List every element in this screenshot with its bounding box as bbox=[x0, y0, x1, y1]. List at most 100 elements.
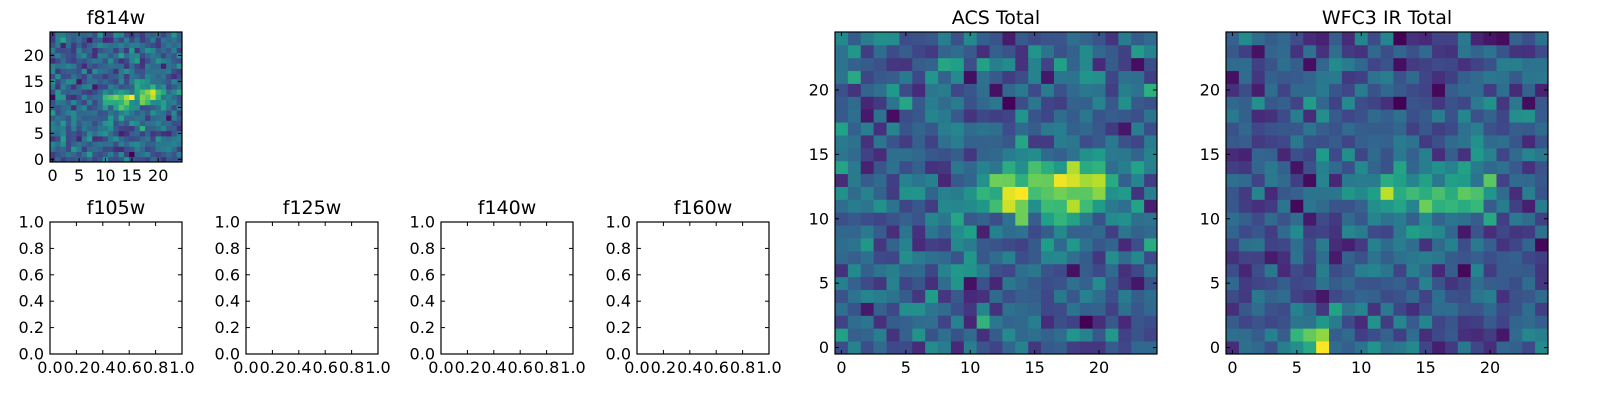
heatmap-cell bbox=[1496, 44, 1510, 59]
heatmap-cell bbox=[1329, 238, 1343, 252]
heatmap-cell bbox=[50, 58, 56, 64]
heatmap-cell bbox=[1238, 225, 1253, 239]
heatmap-cell bbox=[1367, 44, 1381, 59]
heatmap-cell bbox=[102, 58, 109, 64]
heatmap-cell bbox=[1380, 199, 1394, 213]
heatmap-cell bbox=[1251, 160, 1266, 175]
heatmap-cell bbox=[989, 341, 1003, 355]
heatmap-cell bbox=[1015, 199, 1029, 213]
heatmap-cell bbox=[860, 160, 875, 175]
heatmap-cell bbox=[171, 115, 178, 121]
heatmap-cell bbox=[1251, 135, 1266, 149]
heatmap-cell bbox=[1457, 135, 1472, 149]
heatmap-cell bbox=[92, 37, 98, 43]
heatmap-cell bbox=[847, 238, 862, 252]
heatmap-cell bbox=[1277, 250, 1291, 265]
heatmap-cell bbox=[912, 83, 926, 97]
heatmap-cell bbox=[1432, 122, 1446, 136]
heatmap-cell bbox=[1079, 238, 1093, 252]
heatmap-cell bbox=[1105, 147, 1119, 162]
heatmap-cell bbox=[113, 58, 120, 64]
heatmap-cell bbox=[1406, 341, 1420, 355]
heatmap-cell bbox=[1277, 173, 1291, 187]
y-tick-label: 0.2 bbox=[606, 318, 631, 337]
heatmap-cell bbox=[1264, 135, 1278, 149]
heatmap-cell bbox=[71, 37, 77, 43]
heatmap-cell bbox=[86, 110, 93, 116]
heatmap-cell bbox=[1406, 147, 1420, 162]
heatmap-cell bbox=[113, 63, 120, 69]
heatmap-cell bbox=[55, 58, 61, 64]
heatmap-cell bbox=[950, 225, 965, 239]
heatmap-cell bbox=[176, 146, 183, 152]
heatmap-cell bbox=[139, 52, 146, 59]
x-tick-label: 0.6 bbox=[507, 358, 532, 377]
heatmap-cell bbox=[71, 94, 77, 100]
heatmap-cell bbox=[1509, 96, 1523, 110]
heatmap-cell bbox=[976, 263, 990, 278]
heatmap-cell bbox=[1118, 328, 1132, 342]
heatmap-cell bbox=[976, 83, 990, 97]
heatmap-cell bbox=[873, 44, 887, 59]
heatmap-cell bbox=[171, 136, 178, 142]
y-tick-label: 5 bbox=[34, 124, 44, 143]
heatmap-cell bbox=[1303, 173, 1317, 187]
heatmap-cell bbox=[1341, 250, 1356, 265]
heatmap-cell bbox=[1522, 263, 1536, 278]
heatmap-cell bbox=[1251, 199, 1266, 213]
heatmap-cell bbox=[1226, 96, 1240, 110]
heatmap-cell bbox=[860, 57, 875, 72]
heatmap-cell bbox=[1470, 276, 1484, 290]
heatmap-cell bbox=[1329, 44, 1343, 59]
heatmap-cell bbox=[108, 110, 114, 116]
heatmap-cell bbox=[1264, 186, 1278, 200]
heatmap-cell bbox=[65, 78, 72, 85]
heatmap-cell bbox=[1303, 238, 1317, 252]
heatmap-cell bbox=[1303, 302, 1317, 316]
heatmap-cell bbox=[1380, 96, 1394, 110]
heatmap-cell bbox=[1457, 70, 1472, 84]
heatmap-cell bbox=[1457, 225, 1472, 239]
y-tick-label: 10 bbox=[809, 209, 829, 228]
heatmap-cell bbox=[1238, 315, 1253, 329]
heatmap-cell bbox=[1002, 122, 1016, 136]
heatmap-cell bbox=[1393, 225, 1407, 239]
heatmap-cell bbox=[1251, 173, 1266, 187]
heatmap-cell bbox=[139, 47, 146, 54]
heatmap-cell bbox=[963, 57, 978, 72]
heatmap-cell bbox=[129, 125, 135, 132]
x-tick-label: 15 bbox=[1415, 358, 1435, 377]
heatmap-cell bbox=[1079, 147, 1093, 162]
x-tick-label: 0 bbox=[1227, 358, 1237, 377]
heatmap-cell bbox=[1496, 147, 1510, 162]
y-tick-label: 0 bbox=[819, 338, 829, 357]
heatmap-cell bbox=[60, 104, 67, 111]
heatmap-cell bbox=[1238, 147, 1253, 162]
heatmap-cell bbox=[1079, 70, 1093, 84]
x-tick-label: 0.6 bbox=[703, 358, 728, 377]
heatmap-cell bbox=[1483, 302, 1497, 316]
heatmap-cell bbox=[1406, 328, 1420, 342]
heatmap-cell bbox=[976, 276, 990, 290]
heatmap-cell bbox=[118, 115, 125, 121]
heatmap-cell bbox=[1092, 302, 1106, 316]
heatmap-cell bbox=[1509, 212, 1523, 226]
heatmap-cell bbox=[886, 173, 900, 187]
heatmap-cell bbox=[113, 136, 120, 142]
heatmap-cell bbox=[1053, 263, 1068, 278]
heatmap-cell bbox=[1457, 289, 1472, 303]
heatmap-cell bbox=[1264, 122, 1278, 136]
heatmap-cell bbox=[925, 173, 939, 187]
heatmap-cell bbox=[1105, 83, 1119, 97]
heatmap-cell bbox=[1144, 341, 1158, 355]
heatmap-cell bbox=[1290, 276, 1304, 290]
heatmap-cell bbox=[886, 83, 900, 97]
heatmap-cell bbox=[1041, 70, 1055, 84]
heatmap-cell bbox=[886, 276, 900, 290]
heatmap-cell bbox=[1015, 109, 1029, 123]
heatmap-cell bbox=[1457, 328, 1472, 342]
heatmap-cell bbox=[1406, 135, 1420, 149]
heatmap-cell bbox=[1509, 122, 1523, 136]
heatmap-cell bbox=[1028, 160, 1042, 175]
heatmap-cell bbox=[1341, 147, 1356, 162]
